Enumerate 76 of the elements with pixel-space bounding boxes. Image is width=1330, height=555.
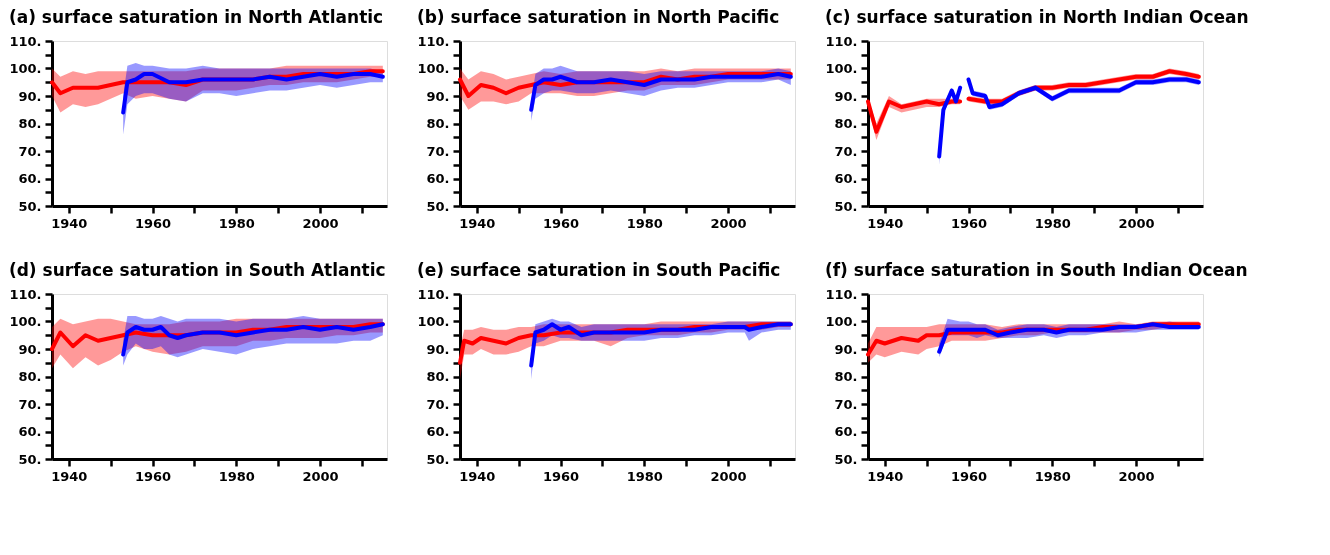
y-tick-label: 100. — [9, 314, 42, 329]
line-series — [121, 72, 385, 115]
x-tick-label: 2000 — [302, 215, 339, 231]
x-tick-label: 1940 — [867, 215, 904, 231]
x-tick-label: 1940 — [459, 215, 496, 231]
chart-title: (e) surface saturation in South Pacific — [416, 260, 781, 280]
y-tick-label: 50. — [18, 451, 42, 467]
y-tick-label: 80. — [18, 116, 42, 131]
y-tick-label: 80. — [426, 116, 450, 131]
y-tick-label: 50. — [426, 198, 450, 214]
chart-title: (f) surface saturation in South Indian Ocean — [824, 260, 1248, 280]
y-tick-label: 60. — [18, 424, 42, 439]
y-tick-label: 50. — [834, 451, 858, 467]
x-tick-label: 1960 — [950, 468, 988, 484]
x-tick-label: 2000 — [710, 468, 747, 484]
x-tick-label: 1960 — [542, 215, 580, 231]
x-tick-label: 1980 — [1034, 468, 1071, 484]
y-tick-label: 110. — [417, 33, 450, 49]
y-tick-label: 70. — [18, 396, 42, 412]
x-tick-label: 1980 — [218, 468, 255, 484]
x-tick-label: 1960 — [134, 215, 172, 231]
y-tick-label: 90. — [426, 88, 450, 104]
line-series — [121, 322, 385, 357]
y-tick-label: 80. — [834, 369, 858, 384]
line-series — [529, 322, 793, 368]
y-tick-label: 80. — [426, 369, 450, 384]
y-tick-label: 90. — [18, 88, 42, 104]
chart-title: (a) surface saturation in North Atlantic — [8, 7, 384, 27]
y-tick-label: 60. — [426, 171, 450, 186]
y-tick-label: 70. — [834, 143, 858, 159]
x-tick-label: 2000 — [302, 468, 339, 484]
y-tick-label: 110. — [9, 286, 42, 302]
x-tick-label: 2000 — [1118, 468, 1155, 484]
y-tick-label: 100. — [825, 314, 858, 329]
x-tick-label: 1940 — [51, 468, 88, 484]
y-tick-label: 60. — [426, 424, 450, 439]
y-tick-label: 50. — [18, 198, 42, 214]
y-tick-label: 110. — [417, 286, 450, 302]
x-tick-label: 1980 — [1034, 215, 1071, 231]
y-tick-label: 70. — [426, 143, 450, 159]
x-tick-label: 1940 — [459, 468, 496, 484]
y-tick-label: 90. — [18, 341, 42, 357]
line-series — [529, 72, 793, 112]
x-tick-label: 1960 — [134, 468, 172, 484]
chart-title: (c) surface saturation in North Indian Ocean — [824, 7, 1249, 27]
y-tick-label: 90. — [834, 341, 858, 357]
y-tick-label: 80. — [834, 116, 858, 131]
y-tick-label: 60. — [834, 171, 858, 186]
y-tick-label: 70. — [426, 396, 450, 412]
y-tick-label: 100. — [9, 61, 42, 76]
x-tick-label: 1980 — [626, 468, 663, 484]
x-tick-label: 1980 — [218, 215, 255, 231]
y-tick-label: 70. — [18, 143, 42, 159]
y-tick-label: 110. — [825, 33, 858, 49]
chart-title: (b) surface saturation in North Pacific — [416, 7, 780, 27]
x-tick-label: 1960 — [950, 215, 988, 231]
y-tick-label: 80. — [18, 369, 42, 384]
y-tick-label: 90. — [834, 88, 858, 104]
x-tick-label: 1940 — [51, 215, 88, 231]
chart-title: (d) surface saturation in South Atlantic — [8, 260, 386, 280]
x-tick-label: 1960 — [542, 468, 580, 484]
x-tick-label: 1980 — [626, 215, 663, 231]
y-tick-label: 100. — [417, 314, 450, 329]
y-tick-label: 50. — [426, 451, 450, 467]
y-tick-label: 90. — [426, 341, 450, 357]
x-tick-label: 2000 — [710, 215, 747, 231]
x-tick-label: 1940 — [867, 468, 904, 484]
y-tick-label: 60. — [834, 424, 858, 439]
y-tick-label: 100. — [825, 61, 858, 76]
x-tick-label: 2000 — [1118, 215, 1155, 231]
y-tick-label: 70. — [834, 396, 858, 412]
y-tick-label: 100. — [417, 61, 450, 76]
y-tick-label: 60. — [18, 171, 42, 186]
y-tick-label: 110. — [825, 286, 858, 302]
y-tick-label: 110. — [9, 33, 42, 49]
y-tick-label: 50. — [834, 198, 858, 214]
